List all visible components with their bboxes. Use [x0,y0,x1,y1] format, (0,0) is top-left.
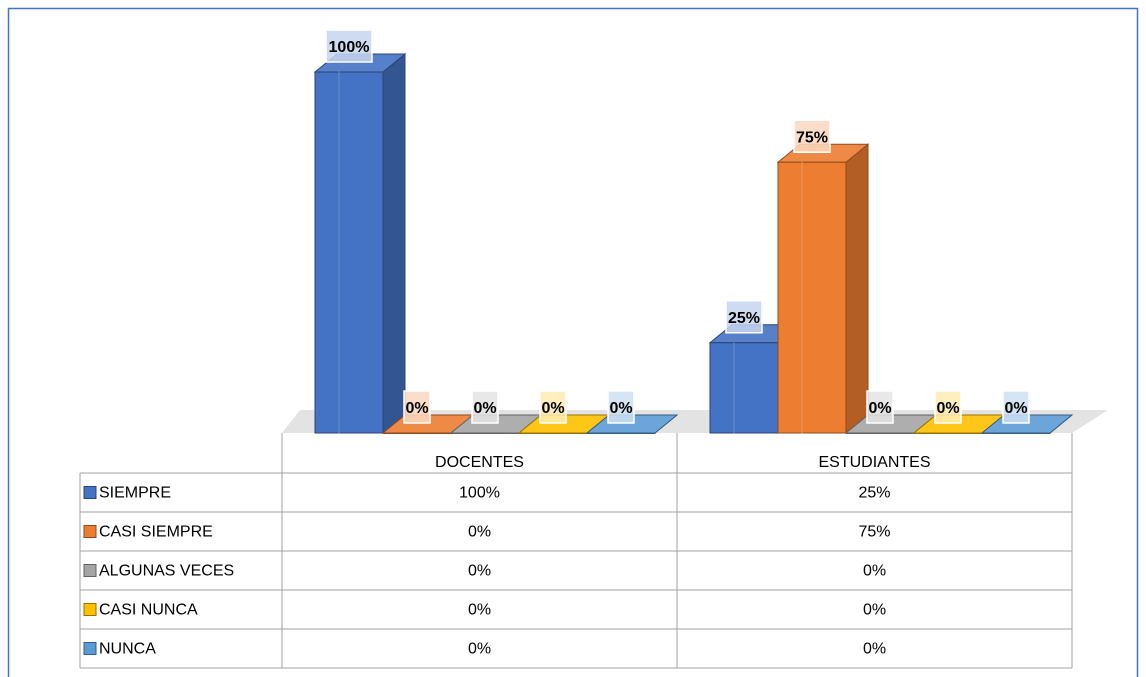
legend-label: CASI NUNCA [99,602,198,619]
table-cell: 0% [863,563,886,580]
legend-swatch [83,603,97,616]
data-label: 0% [405,400,428,417]
table-cell: 0% [468,641,491,658]
legend-label: SIEMPRE [99,485,171,502]
bar [382,432,452,434]
bar [450,432,520,434]
table-cell: 0% [468,563,491,580]
legend-swatch [83,486,97,499]
table-cell: 0% [863,641,886,658]
data-label-box [1002,390,1030,424]
data-label-box [793,119,831,153]
frame [7,7,1139,677]
table-cell: 25% [858,485,890,502]
bar-side [382,52,406,435]
data-label-box [725,300,763,334]
bar [845,432,915,434]
bar-side [845,143,869,435]
data-label-box [471,390,499,424]
data-label-box [403,390,431,424]
legend-label: CASI SIEMPRE [99,524,213,541]
data-label: 0% [541,400,564,417]
legend-swatch [83,642,97,655]
bar [314,71,384,434]
bar [709,342,779,434]
bar [518,432,588,434]
data-label-box [934,390,962,424]
table-cell: 0% [468,524,491,541]
table-cell: 75% [858,524,890,541]
table-header: ESTUDIANTES [818,454,930,471]
data-label: 0% [1004,400,1027,417]
table-header: DOCENTES [435,454,524,471]
data-label: 75% [796,129,828,146]
data-label: 25% [728,310,760,327]
data-label-box [325,29,373,63]
table-cell: 0% [863,602,886,619]
table-cell: 0% [468,602,491,619]
bar [586,432,656,434]
data-label-box [866,390,894,424]
table-cell: 100% [459,485,500,502]
data-label: 100% [329,39,370,56]
legend-label: ALGUNAS VECES [99,563,234,580]
data-label: 0% [609,400,632,417]
legend-swatch [83,525,97,538]
bar [913,432,983,434]
data-label-box [539,390,567,424]
data-label: 0% [473,400,496,417]
data-label: 0% [868,400,891,417]
bar [777,161,847,434]
data-label-box [607,390,635,424]
bar [981,432,1051,434]
legend-swatch [83,564,97,577]
legend-label: NUNCA [99,641,156,658]
data-label: 0% [936,400,959,417]
